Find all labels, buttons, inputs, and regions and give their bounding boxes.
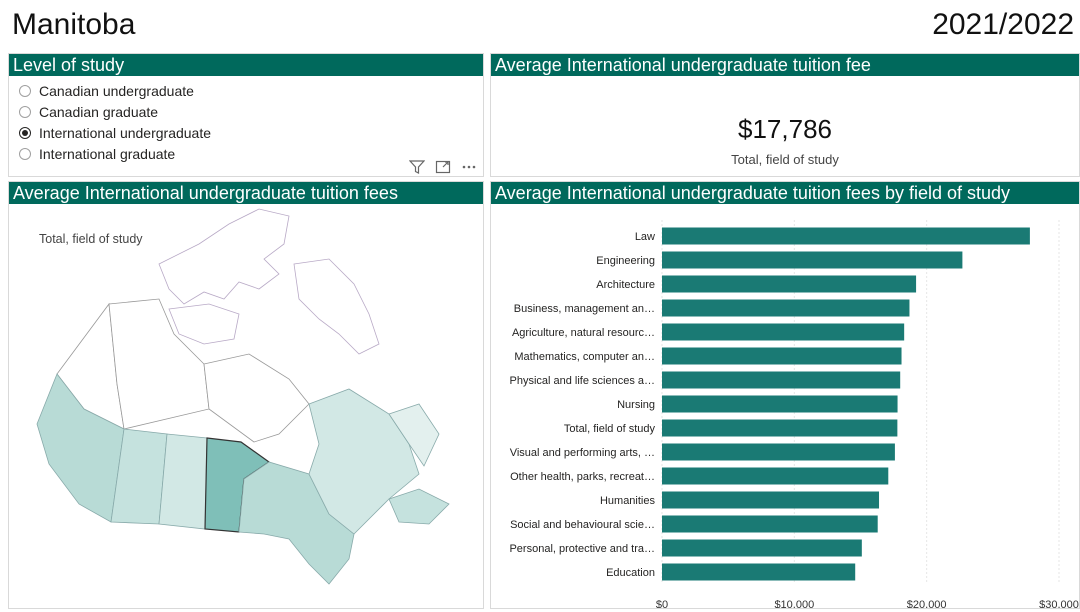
level-of-study-header: Level of study [9,54,483,76]
bar[interactable] [662,275,917,293]
more-options-icon[interactable] [461,160,477,174]
category-label: Mathematics, computer an… [514,351,655,363]
category-label: Physical and life sciences a… [509,375,655,387]
category-label: Other health, parks, recreat… [510,471,655,483]
bar[interactable] [662,251,963,269]
bar[interactable] [662,539,862,557]
bar[interactable] [662,491,880,509]
bar[interactable] [662,467,889,485]
region-british-columbia[interactable] [36,373,125,523]
filter-icon[interactable] [409,160,425,174]
category-label: Agriculture, natural resourc… [512,327,655,339]
radio-button[interactable] [19,106,31,118]
region-saskatchewan[interactable] [158,433,208,530]
bar[interactable] [662,227,1030,245]
category-label: Architecture [596,279,655,291]
bar[interactable] [662,395,898,413]
x-tick-label: $10,000 [774,599,814,608]
radio-option-international-undergraduate[interactable]: International undergraduate [19,123,211,143]
visual-toolbar [409,160,477,174]
category-label: Engineering [596,255,655,267]
radio-label: International undergraduate [39,125,212,141]
region-baffin-island[interactable] [293,258,380,355]
map-header: Average International undergraduate tuit… [9,182,483,204]
x-tick-label: $30,000 [1039,599,1079,608]
canada-map [36,208,450,585]
radio-option-canadian-undergraduate[interactable]: Canadian undergraduate [19,81,194,101]
radio-label: International graduate [39,146,176,162]
map-subtitle: Total, field of study [39,232,143,246]
bar-chart-header: Average International undergraduate tuit… [491,182,1079,204]
region-ontario[interactable] [238,461,355,585]
bar[interactable] [662,371,901,389]
category-label: Education [606,567,655,579]
kpi-value: $17,786 [738,114,832,144]
x-tick-label: $0 [656,599,668,608]
category-label: Total, field of study [564,423,656,435]
radio-button[interactable] [19,85,31,97]
year-title: 2021/2022 [932,8,1074,41]
region-maritimes[interactable] [388,488,450,525]
category-label: Law [635,231,655,243]
bar[interactable] [662,347,902,365]
category-label: Social and behavioural scie… [510,519,655,531]
radio-option-international-graduate[interactable]: International graduate [19,144,175,164]
bar[interactable] [662,443,895,461]
category-label: Personal, protective and tra… [509,543,655,555]
category-label: Visual and performing arts, … [510,447,655,459]
kpi-header: Average International undergraduate tuit… [491,54,1079,76]
region-victoria-island[interactable] [168,303,240,345]
bar[interactable] [662,563,856,581]
bar-chart: $0 $10,000 $20,000 $30,000 Law Engineering Arc… [509,220,1079,608]
radio-button-selected[interactable] [19,127,31,139]
bar[interactable] [662,515,878,533]
bar-chart-panel: Average International undergraduate tuit… [490,181,1080,609]
radio-label: Canadian undergraduate [39,83,194,99]
region-newfoundland-labrador[interactable] [388,403,440,467]
radio-button[interactable] [19,148,31,160]
category-label: Humanities [600,495,656,507]
region-nunavut[interactable] [203,353,310,443]
radio-label: Canadian graduate [39,104,159,120]
bar[interactable] [662,299,910,317]
category-label: Business, management an… [514,303,655,315]
map-panel: Average International undergraduate tuit… [8,181,484,609]
radio-option-canadian-graduate[interactable]: Canadian graduate [19,102,158,122]
bar[interactable] [662,419,898,437]
x-tick-label: $20,000 [907,599,947,608]
bar[interactable] [662,323,905,341]
focus-mode-icon[interactable] [435,160,451,174]
category-label: Nursing [617,399,655,411]
kpi-card: Average International undergraduate tuit… [490,53,1080,177]
region-arctic-islands[interactable] [158,208,290,305]
kpi-label: Total, field of study [731,152,839,167]
level-of-study-panel: Level of study Canadian undergraduate Ca… [8,53,484,177]
region-title: Manitoba [12,8,136,41]
